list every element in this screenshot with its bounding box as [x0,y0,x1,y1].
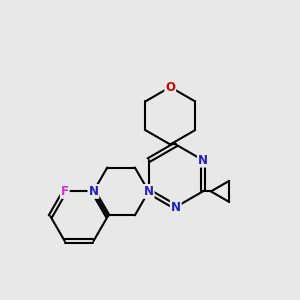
Text: N: N [198,154,208,166]
Text: O: O [165,81,175,94]
Text: N: N [144,185,154,198]
Text: N: N [88,185,98,198]
Text: N: N [171,200,181,214]
Text: F: F [61,185,69,198]
